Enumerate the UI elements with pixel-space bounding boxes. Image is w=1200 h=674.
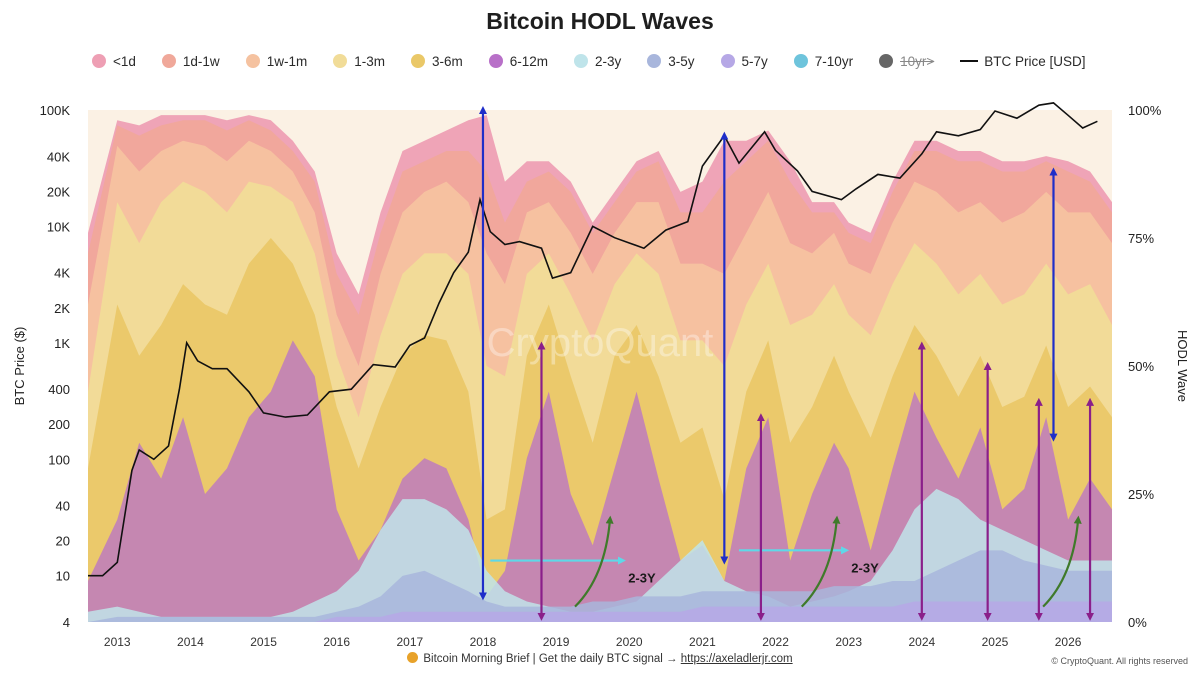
legend-label: BTC Price [USD]: [984, 53, 1086, 69]
y-left-tick-label: 10: [56, 569, 70, 584]
y-left-tick-label: 2K: [54, 301, 70, 316]
x-tick-label: 2013: [104, 635, 131, 649]
legend-item[interactable]: 1d-1w: [161, 53, 220, 69]
legend-label: 2-3y: [595, 53, 622, 69]
x-tick-label: 2015: [250, 635, 277, 649]
y-right-tick-label: 75%: [1128, 231, 1154, 246]
legend-item[interactable]: 6-12m: [488, 53, 548, 69]
legend-item[interactable]: 5-7y: [720, 53, 768, 69]
legend-swatch: [793, 54, 808, 68]
legend-swatch: [879, 54, 894, 68]
green-curved-arrow: [574, 515, 614, 608]
legend-label: 6-12m: [509, 53, 548, 69]
y-left-tick-label: 400: [48, 382, 70, 397]
legend-item[interactable]: <1d: [92, 54, 136, 69]
legend-label: 3-5y: [668, 53, 695, 69]
y-right-tick-label: 100%: [1128, 103, 1162, 118]
y-left-tick-label: 20K: [47, 184, 70, 199]
x-tick-label: 2018: [470, 635, 497, 649]
y-left-tick-label: 100: [48, 452, 70, 467]
y-left-tick-label: 20: [56, 534, 70, 549]
y-right-tick-label: 25%: [1128, 487, 1154, 502]
y-right-tick-label: 50%: [1128, 359, 1154, 374]
y-left-tick-label: 10K: [47, 219, 70, 234]
x-tick-label: 2023: [835, 635, 862, 649]
area-3-5y: [88, 550, 1112, 622]
legend-label: 7-10yr: [814, 53, 854, 69]
legend-swatch: [245, 54, 260, 68]
legend-swatch: [410, 54, 425, 68]
copyright: © CryptoQuant. All rights reserved: [1051, 656, 1188, 666]
legend-label: 10yr>: [900, 53, 935, 69]
annotation-label: 2-3Y: [628, 571, 656, 586]
x-tick-label: 2026: [1055, 635, 1082, 649]
x-tick-label: 2017: [396, 635, 423, 649]
y-left-tick-label: 40K: [47, 149, 70, 164]
legend-item[interactable]: 10yr>: [879, 54, 934, 69]
btc-price-line: [88, 102, 1098, 577]
annotation-label: 2-3Y: [851, 560, 879, 575]
legend-swatch: [161, 54, 176, 68]
legend-label: 1w-1m: [266, 53, 308, 69]
legend-line-swatch: [960, 60, 979, 62]
area-5-7y: [88, 601, 1112, 622]
legend-item[interactable]: BTC Price [USD]: [960, 54, 1085, 69]
legend-item[interactable]: 1w-1m: [245, 53, 308, 69]
green-curved-arrow: [1042, 515, 1082, 608]
green-curved-arrow: [800, 515, 841, 608]
watermark: CryptoQuant: [487, 321, 714, 365]
y-left-tick-label: 40: [56, 499, 70, 514]
x-tick-label: 2014: [177, 635, 204, 649]
legend-item[interactable]: 2-3y: [574, 54, 621, 69]
x-tick-label: 2024: [908, 635, 935, 649]
bitcoin-coin-icon: [407, 652, 419, 663]
y-right-axis-title: HODL Wave: [1175, 330, 1190, 402]
legend-swatch: [720, 54, 735, 68]
x-tick-label: 2020: [616, 635, 643, 649]
legend-swatch: [333, 54, 348, 68]
x-tick-label: 2021: [689, 635, 716, 649]
y-left-tick-label: 4: [63, 615, 70, 630]
legend-item[interactable]: 1-3m: [333, 54, 385, 69]
y-left-axis-title: BTC Price ($): [12, 327, 27, 406]
legend: <1d 1d-1w 1w-1m 1-3m 3-6m 6-12m 2-3y 3-5…: [92, 50, 1111, 72]
legend-label: 1-3m: [354, 53, 385, 69]
legend-label: 5-7y: [741, 53, 768, 69]
legend-swatch: [574, 54, 588, 68]
footer-link[interactable]: https://axeladlerjr.com: [680, 653, 793, 665]
legend-label: 1d-1w: [182, 53, 220, 69]
x-tick-label: 2025: [982, 635, 1009, 649]
legend-item[interactable]: 7-10yr: [793, 53, 854, 69]
x-tick-label: 2019: [543, 635, 570, 649]
x-tick-label: 2016: [323, 635, 350, 649]
legend-item[interactable]: 3-6m: [410, 53, 463, 69]
y-left-tick-label: 1K: [54, 336, 70, 351]
y-left-tick-label: 4K: [54, 266, 70, 281]
area-6-12m: [88, 340, 1112, 622]
legend-swatch: [488, 54, 503, 68]
y-left-tick-label: 100K: [40, 103, 71, 118]
legend-label: <1d: [113, 53, 136, 69]
legend-label: 3-6m: [431, 53, 463, 69]
legend-swatch: [647, 54, 662, 68]
y-right-tick-label: 0%: [1128, 615, 1147, 630]
x-tick-label: 2022: [762, 635, 789, 649]
legend-swatch: [92, 54, 106, 68]
legend-item[interactable]: 3-5y: [647, 53, 695, 69]
footer: Bitcoin Morning Brief | Get the daily BT…: [0, 652, 1200, 665]
y-left-tick-label: 200: [48, 417, 70, 432]
footer-text: Bitcoin Morning Brief | Get the daily BT…: [423, 653, 681, 665]
chart-title: Bitcoin HODL Waves: [486, 8, 714, 34]
